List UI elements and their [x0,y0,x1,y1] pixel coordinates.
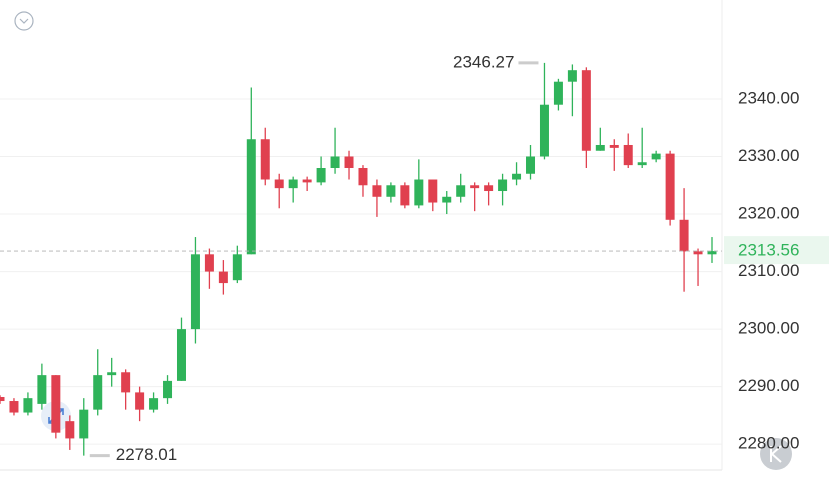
candle-body [65,421,75,439]
candle-body [246,139,256,255]
candle-body [637,162,647,166]
y-tick-label: 2330.00 [738,146,799,165]
candle-body [218,271,228,284]
y-tick-label: 2340.00 [738,88,799,107]
candle-body [498,179,508,192]
candle-body [121,372,131,393]
k-glyph [770,445,782,463]
candle-body [526,156,536,174]
high-annotation: 2346.27 [453,52,514,71]
candle-body [679,219,689,252]
collapse-icon[interactable] [14,11,34,31]
candle-body [79,409,89,439]
candle-body [135,392,145,410]
candle-body [414,179,424,206]
candle-body [9,401,19,413]
candle-body [442,196,452,203]
y-tick-label: 2320.00 [738,204,799,223]
collapse-chevron [19,18,29,24]
candle-body [0,396,5,402]
candle-body [470,185,480,189]
candle-body [232,254,242,281]
candle-body [651,153,661,160]
candle-body [93,375,103,410]
candle-body [707,251,717,255]
candle-body [456,185,466,197]
candle-body [553,81,563,105]
candle-body [190,254,200,330]
candle-body [107,372,117,376]
candle-body [23,398,33,413]
candle-body [163,380,173,399]
y-tick-label: 2300.00 [738,319,799,338]
candle-body [623,144,633,166]
candle-body [358,168,368,186]
candle-body [400,185,410,206]
candle-body [595,144,605,151]
candle-body [386,185,396,197]
candle-body [260,139,270,180]
candle-body [665,153,675,220]
candle-body [274,179,284,189]
candle-body [484,185,494,192]
candle-body [428,179,438,203]
k-button[interactable] [760,438,792,470]
candle-body [330,156,340,169]
candle-body [176,329,186,381]
current-price-label: 2313.56 [738,241,799,260]
candle-body [302,179,312,183]
y-tick-label: 2280.00 [738,434,799,453]
y-tick-label: 2310.00 [738,261,799,280]
candle-body [344,156,354,169]
low-annotation: 2278.01 [116,445,177,464]
candle-body [149,398,159,410]
candle-body [204,254,214,272]
candle-body [288,179,298,189]
k-circle [760,438,792,470]
candle-body [372,185,382,197]
candle-body [316,168,326,183]
current-price-tag [724,236,829,265]
candle-body [693,251,703,255]
candle-body [609,144,619,148]
candle-body [581,70,591,151]
candle-body [567,70,577,82]
candle-body [539,104,549,157]
collapse-circle [14,11,34,31]
y-tick-label: 2290.00 [738,376,799,395]
candle-body [37,375,47,404]
candle-body [512,173,522,180]
candle-body [51,375,61,433]
